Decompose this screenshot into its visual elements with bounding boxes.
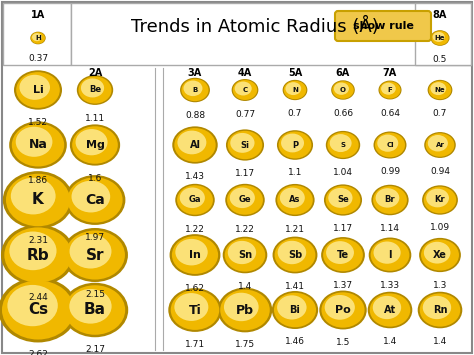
- Ellipse shape: [32, 33, 42, 41]
- Ellipse shape: [65, 230, 125, 279]
- Text: 1.04: 1.04: [333, 168, 353, 177]
- Ellipse shape: [431, 31, 449, 45]
- Text: 0.37: 0.37: [28, 54, 48, 63]
- Text: Trends in Atomic Radius (Å): Trends in Atomic Radius (Å): [131, 16, 379, 36]
- Ellipse shape: [330, 134, 352, 152]
- FancyBboxPatch shape: [3, 3, 71, 65]
- Ellipse shape: [11, 178, 55, 214]
- Text: Se: Se: [337, 196, 349, 204]
- Ellipse shape: [174, 128, 216, 162]
- Ellipse shape: [65, 285, 125, 335]
- Ellipse shape: [371, 239, 410, 271]
- Ellipse shape: [428, 80, 452, 100]
- Ellipse shape: [168, 288, 222, 332]
- Text: 1.4: 1.4: [383, 337, 397, 346]
- Text: Ba: Ba: [84, 302, 106, 317]
- FancyBboxPatch shape: [335, 11, 431, 41]
- Ellipse shape: [419, 238, 461, 272]
- Ellipse shape: [321, 237, 365, 273]
- Ellipse shape: [223, 237, 267, 273]
- Text: 1.62: 1.62: [185, 284, 205, 293]
- Text: 1.22: 1.22: [185, 225, 205, 234]
- Ellipse shape: [326, 131, 360, 159]
- Ellipse shape: [77, 75, 113, 105]
- Ellipse shape: [172, 126, 218, 164]
- Text: Po: Po: [335, 305, 351, 315]
- Ellipse shape: [279, 132, 311, 158]
- Ellipse shape: [272, 291, 318, 329]
- Ellipse shape: [424, 187, 456, 213]
- Ellipse shape: [235, 82, 252, 95]
- Ellipse shape: [70, 124, 120, 166]
- Text: 1.46: 1.46: [285, 337, 305, 346]
- Ellipse shape: [369, 237, 411, 273]
- Text: 0.99: 0.99: [380, 167, 400, 176]
- Ellipse shape: [274, 293, 316, 327]
- Text: O: O: [340, 87, 346, 93]
- Text: show rule: show rule: [353, 21, 413, 31]
- Text: Te: Te: [337, 250, 349, 260]
- Text: Sb: Sb: [288, 250, 302, 260]
- Text: P: P: [292, 141, 298, 149]
- Ellipse shape: [81, 78, 104, 98]
- Text: 0.5: 0.5: [433, 55, 447, 64]
- Ellipse shape: [177, 131, 206, 154]
- Ellipse shape: [331, 80, 355, 100]
- Text: Cs: Cs: [28, 302, 48, 317]
- FancyBboxPatch shape: [415, 3, 471, 65]
- Text: 1.21: 1.21: [285, 225, 305, 234]
- Ellipse shape: [16, 72, 60, 108]
- Ellipse shape: [228, 241, 256, 264]
- Ellipse shape: [228, 131, 262, 159]
- Ellipse shape: [332, 81, 354, 99]
- Text: K: K: [32, 192, 44, 208]
- Text: Na: Na: [28, 138, 47, 152]
- Ellipse shape: [3, 171, 73, 229]
- Text: 1.17: 1.17: [333, 224, 353, 233]
- Text: 1A: 1A: [31, 10, 45, 20]
- Text: 0.94: 0.94: [430, 167, 450, 176]
- Ellipse shape: [428, 135, 448, 152]
- Ellipse shape: [430, 30, 449, 46]
- Ellipse shape: [62, 283, 128, 337]
- Text: Si: Si: [240, 141, 249, 149]
- Text: 0.64: 0.64: [380, 109, 400, 118]
- Ellipse shape: [174, 293, 209, 321]
- Ellipse shape: [283, 80, 307, 100]
- Ellipse shape: [378, 81, 401, 99]
- Text: Pb: Pb: [236, 304, 254, 317]
- Ellipse shape: [278, 241, 306, 264]
- Text: 1.1: 1.1: [288, 169, 302, 178]
- Text: In: In: [189, 250, 201, 260]
- Ellipse shape: [62, 228, 128, 282]
- Ellipse shape: [180, 78, 210, 102]
- Text: 6A: 6A: [336, 68, 350, 78]
- Ellipse shape: [30, 32, 46, 44]
- Ellipse shape: [220, 290, 270, 330]
- Ellipse shape: [284, 81, 306, 99]
- Ellipse shape: [424, 242, 450, 263]
- Ellipse shape: [4, 228, 72, 283]
- Ellipse shape: [326, 241, 354, 264]
- Ellipse shape: [2, 280, 74, 339]
- Text: Ge: Ge: [239, 196, 251, 204]
- Ellipse shape: [175, 239, 208, 266]
- Ellipse shape: [430, 82, 446, 95]
- Ellipse shape: [377, 135, 398, 152]
- Text: Xe: Xe: [433, 250, 447, 260]
- Text: Sn: Sn: [238, 250, 252, 260]
- Ellipse shape: [69, 289, 111, 324]
- Ellipse shape: [6, 174, 70, 226]
- Ellipse shape: [429, 81, 451, 99]
- Ellipse shape: [280, 187, 305, 208]
- Ellipse shape: [72, 126, 118, 164]
- Ellipse shape: [9, 121, 67, 169]
- Text: 0.7: 0.7: [288, 109, 302, 118]
- Ellipse shape: [0, 278, 78, 343]
- Text: 1.75: 1.75: [235, 340, 255, 349]
- Text: 7A: 7A: [383, 68, 397, 78]
- Ellipse shape: [418, 292, 462, 328]
- Text: Sr: Sr: [86, 247, 104, 262]
- Text: 1.4: 1.4: [433, 337, 447, 346]
